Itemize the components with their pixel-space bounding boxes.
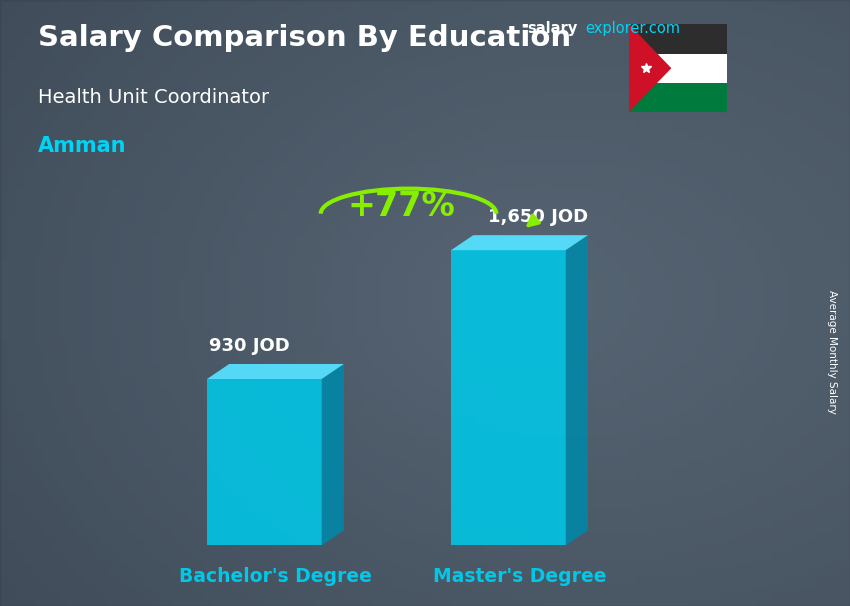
Text: Amman: Amman (38, 136, 127, 156)
Text: Health Unit Coordinator: Health Unit Coordinator (38, 88, 269, 107)
Text: Bachelor's Degree: Bachelor's Degree (179, 567, 372, 586)
Polygon shape (207, 379, 321, 545)
Bar (629, 53, 727, 83)
Bar (629, 24, 727, 53)
Text: explorer.com: explorer.com (585, 21, 680, 36)
Text: 1,650 JOD: 1,650 JOD (488, 208, 588, 226)
Text: 930 JOD: 930 JOD (209, 337, 290, 355)
Bar (629, 83, 727, 112)
Polygon shape (321, 364, 344, 545)
Polygon shape (566, 235, 588, 545)
Polygon shape (451, 250, 566, 545)
Polygon shape (207, 364, 344, 379)
Text: +77%: +77% (348, 190, 455, 223)
Text: Master's Degree: Master's Degree (433, 567, 606, 586)
Text: Average Monthly Salary: Average Monthly Salary (827, 290, 837, 413)
Polygon shape (451, 235, 588, 250)
Text: Salary Comparison By Education: Salary Comparison By Education (38, 24, 571, 52)
Text: salary: salary (527, 21, 577, 36)
Polygon shape (629, 24, 672, 112)
